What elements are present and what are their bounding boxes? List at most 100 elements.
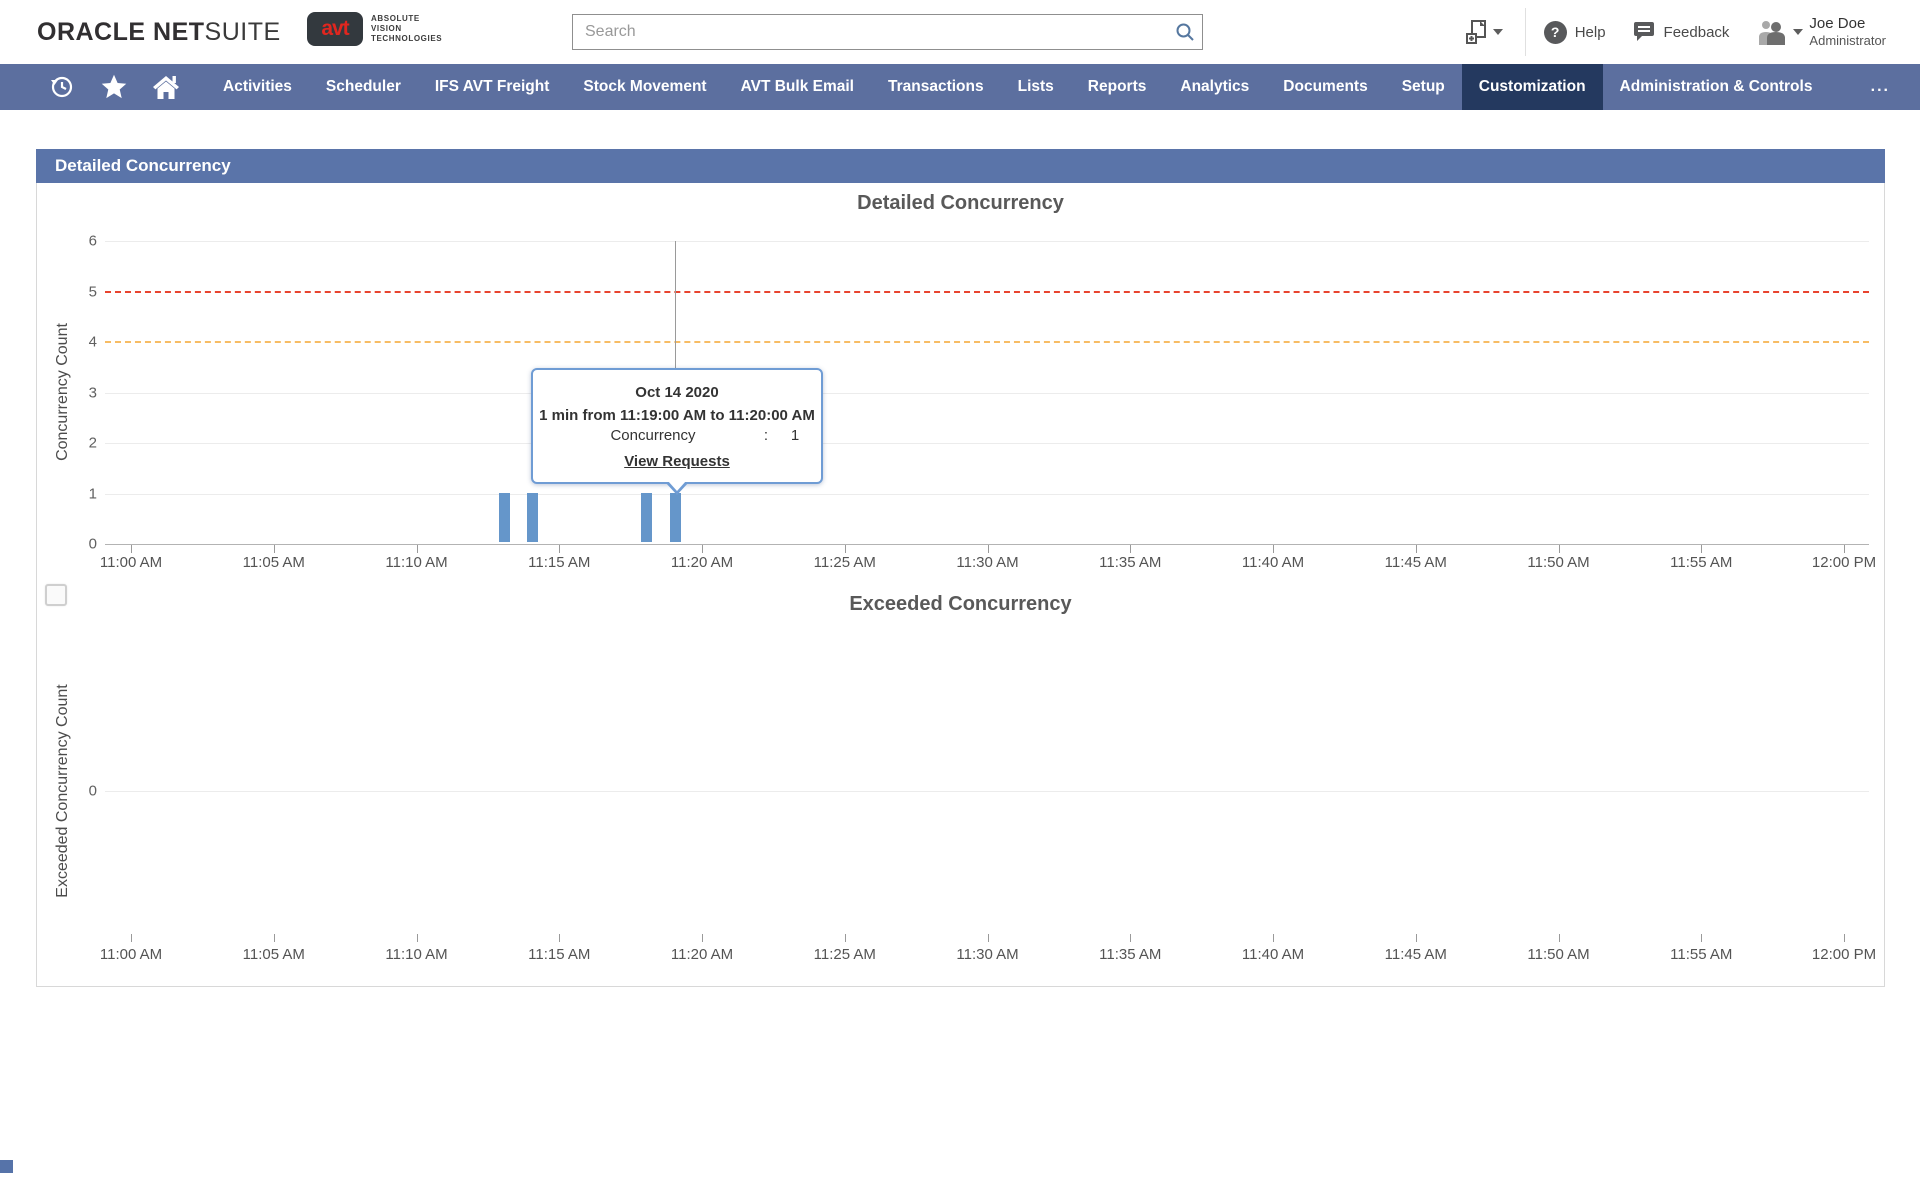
gridline-y-2 [105,443,1869,444]
y-tick-label: 2 [88,434,97,452]
gridline-y-6 [105,241,1869,242]
x-tick-label: 11:30 AM [956,554,1019,571]
view-requests-link[interactable]: View Requests [624,453,730,470]
x-tick-label: 11:25 AM [813,946,876,963]
x-tick [844,545,846,553]
roles-icon [1759,21,1786,45]
help-icon: ? [1543,20,1567,44]
home-icon[interactable] [140,64,192,110]
x-tick-label: 11:20 AM [670,554,734,571]
x-tick-label: 11:05 AM [242,554,305,571]
x-tick-label: 11:20 AM [670,946,734,963]
chevron-down-icon [1793,29,1804,35]
x-tick [273,934,275,942]
x-tick-label: 11:40 AM [1241,946,1305,963]
x-tick-label: 11:50 AM [1527,554,1590,571]
x-tick [416,545,418,553]
x-tick [1558,934,1560,942]
x-tick-label: 11:15 AM [528,946,591,963]
gridline-y-1 [105,493,1869,495]
nav-item-documents[interactable]: Documents [1283,78,1368,95]
feedback-button[interactable]: Feedback [1632,21,1730,43]
chart-title: Detailed Concurrency [857,192,1064,214]
shortcuts-star-icon[interactable] [88,64,140,110]
top-bar-right: ? Help Feedback [1465,0,1920,64]
nav-item-analytics[interactable]: Analytics [1180,78,1250,95]
nav-item-administration-controls[interactable]: Administration & Controls [1619,78,1813,95]
x-tick [1415,934,1417,942]
search-icon[interactable] [1168,15,1202,49]
nav-item-scheduler[interactable]: Scheduler [325,78,401,95]
help-label: Help [1574,23,1606,41]
portlet-header[interactable]: Detailed Concurrency [36,149,1885,183]
nav-item-activities[interactable]: Activities [223,78,292,95]
x-tick [702,545,703,553]
bar-11-14-am[interactable] [527,492,539,542]
detailed-concurrency-chart: Detailed Concurrency Concurrency Count 0 1 2… [37,150,1884,986]
y-tick-label: 0 [88,782,97,800]
y-tick-label: 1 [88,485,97,502]
help-button[interactable]: ? Help [1543,20,1606,44]
nav-item-reports[interactable]: Reports [1087,78,1147,95]
nav-item-transactions[interactable]: Transactions [887,78,984,95]
threshold-line-5 [105,290,1869,293]
x-tick [1273,934,1274,942]
x-tick-label: 11:55 AM [1670,554,1733,571]
nav-item-stock-movement[interactable]: Stock Movement [583,78,707,95]
chart-crosshair-line [675,241,677,493]
global-search [572,14,1203,50]
tooltip-metric-label: Concurrency [610,427,696,444]
tooltip-separator: : [763,427,769,444]
x-axis-line [105,544,1869,545]
nav-item-avt-bulk-email[interactable]: AVT Bulk Email [740,78,854,95]
x-tick-label: 11:10 AM [385,946,448,963]
x-tick [1844,934,1845,942]
x-tick [1415,545,1417,553]
search-input[interactable] [573,23,1168,41]
y-tick-label: 3 [88,384,97,401]
x-tick-label: 11:05 AM [242,946,305,963]
feedback-icon [1633,22,1654,41]
x-tick [987,934,989,942]
avt-logo-text: ABSOLUTE VISION TECHNOLOGIES [371,14,443,43]
bottom-left-panel-tab[interactable] [0,1160,13,1173]
y-tick-label: 0 [88,535,97,553]
user-menu[interactable]: Joe Doe Administrator [1755,15,1886,49]
x-tick [1130,934,1132,942]
x-tick-label: 11:45 AM [1384,554,1447,571]
panel-resize-handle[interactable] [45,584,67,606]
top-bar: ORACLE NETSUITE avt ABSOLUTE VISION TECH… [0,0,1920,64]
x-tick [702,934,703,942]
recent-records-icon[interactable] [36,64,88,110]
x-tick-label: 12:00 PM [1811,554,1877,571]
bar-11-13-am[interactable] [498,492,510,542]
x-tick-label: 11:15 AM [528,554,591,571]
x-tick-label: 11:50 AM [1527,946,1590,963]
nav-item-lists[interactable]: Lists [1017,78,1054,95]
x-tick-label: 11:00 AM [99,554,163,571]
detailed-concurrency-portlet: Detailed Concurrency Detailed Concurrenc… [36,149,1885,987]
nav-item-customization[interactable]: Customization [1461,64,1603,110]
gridline-y-3 [105,392,1869,394]
create-new-button[interactable] [1465,19,1503,45]
user-name: Joe Doe [1809,15,1866,32]
feedback-label: Feedback [1663,23,1730,41]
x-tick-label: 11:40 AM [1241,554,1305,571]
x-tick [844,934,846,942]
x-tick-label: 11:10 AM [385,554,448,571]
nav-menu: Activities Scheduler IFS AVT Freight Stock … [206,64,1829,110]
x-tick [559,545,561,553]
top-bar-divider [1524,8,1526,56]
x-tick [131,934,132,942]
x-tick [416,934,418,942]
x-tick [1273,545,1274,553]
bar-11-18-am[interactable] [641,492,653,542]
user-role: Administrator [1809,33,1886,48]
x-tick-label: 11:35 AM [1099,946,1162,963]
nav-item-ifs-avt-freight[interactable]: IFS AVT Freight [434,78,550,95]
nav-item-setup[interactable]: Setup [1401,78,1445,95]
y-tick-label: 4 [88,333,97,351]
nav-overflow-button[interactable]: ... [1870,78,1890,95]
bar-11-19-am[interactable] [669,492,681,542]
